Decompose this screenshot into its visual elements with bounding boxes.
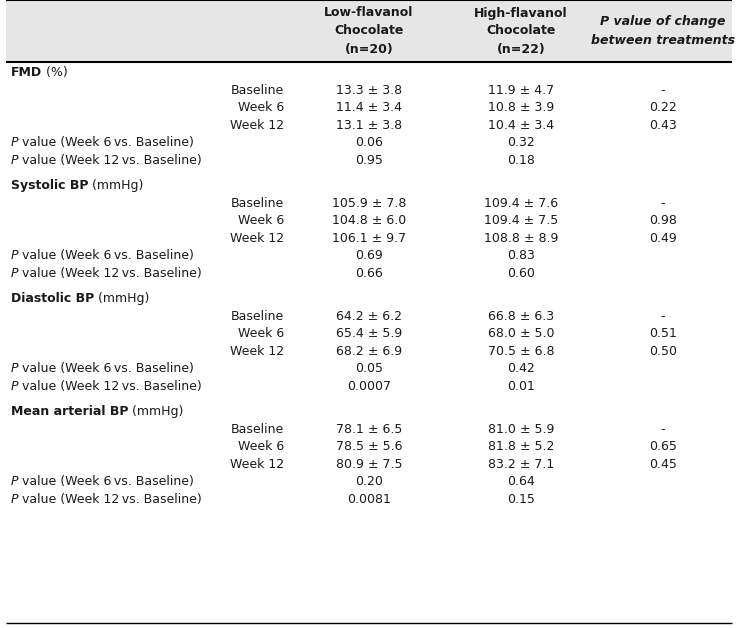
Text: Week 6: Week 6 bbox=[238, 101, 284, 114]
Text: 0.20: 0.20 bbox=[355, 475, 383, 488]
Text: 65.4 ± 5.9: 65.4 ± 5.9 bbox=[336, 327, 402, 340]
Text: P: P bbox=[11, 136, 18, 149]
Text: P: P bbox=[11, 267, 18, 279]
Text: 66.8 ± 6.3: 66.8 ± 6.3 bbox=[488, 310, 554, 323]
Text: value (Week 6 vs. Baseline): value (Week 6 vs. Baseline) bbox=[18, 249, 194, 263]
Text: 81.8 ± 5.2: 81.8 ± 5.2 bbox=[488, 440, 554, 453]
Text: 0.01: 0.01 bbox=[507, 380, 535, 392]
Text: (mmHg): (mmHg) bbox=[128, 405, 184, 418]
Text: 0.69: 0.69 bbox=[355, 249, 383, 263]
Text: 0.83: 0.83 bbox=[507, 249, 535, 263]
Text: FMD: FMD bbox=[11, 66, 42, 79]
Text: 0.18: 0.18 bbox=[507, 154, 535, 167]
Text: -: - bbox=[661, 84, 665, 97]
Text: (%): (%) bbox=[42, 66, 68, 79]
Text: 0.43: 0.43 bbox=[649, 119, 677, 132]
Text: 0.60: 0.60 bbox=[507, 267, 535, 279]
Text: -: - bbox=[661, 197, 665, 210]
Text: 11.9 ± 4.7: 11.9 ± 4.7 bbox=[488, 84, 554, 97]
Text: 78.5 ± 5.6: 78.5 ± 5.6 bbox=[336, 440, 402, 453]
Text: 0.65: 0.65 bbox=[649, 440, 677, 453]
Text: P: P bbox=[11, 493, 18, 506]
Text: Week 6: Week 6 bbox=[238, 440, 284, 453]
Text: 81.0 ± 5.9: 81.0 ± 5.9 bbox=[488, 423, 554, 436]
Text: Systolic BP: Systolic BP bbox=[11, 179, 89, 192]
Text: 13.3 ± 3.8: 13.3 ± 3.8 bbox=[336, 84, 402, 97]
Text: 0.05: 0.05 bbox=[355, 362, 383, 376]
Text: (mmHg): (mmHg) bbox=[94, 292, 150, 305]
Text: Baseline: Baseline bbox=[231, 197, 284, 210]
Text: Week 12: Week 12 bbox=[230, 119, 284, 132]
Text: 109.4 ± 7.5: 109.4 ± 7.5 bbox=[484, 214, 558, 227]
Text: 78.1 ± 6.5: 78.1 ± 6.5 bbox=[336, 423, 402, 436]
Text: Baseline: Baseline bbox=[231, 310, 284, 323]
Text: 0.98: 0.98 bbox=[649, 214, 677, 227]
Text: P: P bbox=[11, 249, 18, 263]
Text: Baseline: Baseline bbox=[231, 84, 284, 97]
Text: 0.95: 0.95 bbox=[355, 154, 383, 167]
Text: value (Week 12 vs. Baseline): value (Week 12 vs. Baseline) bbox=[18, 154, 202, 167]
Text: 0.50: 0.50 bbox=[649, 345, 677, 358]
Text: 0.22: 0.22 bbox=[649, 101, 677, 114]
Text: -: - bbox=[661, 310, 665, 323]
Bar bbox=[6, 62, 732, 624]
Text: 0.0081: 0.0081 bbox=[347, 493, 391, 506]
Text: 10.4 ± 3.4: 10.4 ± 3.4 bbox=[488, 119, 554, 132]
Text: value (Week 6 vs. Baseline): value (Week 6 vs. Baseline) bbox=[18, 475, 194, 488]
Text: Week 12: Week 12 bbox=[230, 458, 284, 471]
Text: P: P bbox=[11, 475, 18, 488]
Text: 10.8 ± 3.9: 10.8 ± 3.9 bbox=[488, 101, 554, 114]
Text: 0.49: 0.49 bbox=[649, 232, 677, 245]
Text: 109.4 ± 7.6: 109.4 ± 7.6 bbox=[484, 197, 558, 210]
Text: 11.4 ± 3.4: 11.4 ± 3.4 bbox=[336, 101, 402, 114]
Text: 0.0007: 0.0007 bbox=[347, 380, 391, 392]
Text: Diastolic BP: Diastolic BP bbox=[11, 292, 94, 305]
Text: value (Week 12 vs. Baseline): value (Week 12 vs. Baseline) bbox=[18, 493, 202, 506]
Text: 106.1 ± 9.7: 106.1 ± 9.7 bbox=[332, 232, 406, 245]
Text: 80.9 ± 7.5: 80.9 ± 7.5 bbox=[336, 458, 402, 471]
Text: Week 12: Week 12 bbox=[230, 345, 284, 358]
Text: 0.42: 0.42 bbox=[507, 362, 535, 376]
Text: 104.8 ± 6.0: 104.8 ± 6.0 bbox=[332, 214, 406, 227]
Text: 0.64: 0.64 bbox=[507, 475, 535, 488]
Text: 108.8 ± 8.9: 108.8 ± 8.9 bbox=[484, 232, 558, 245]
Text: 70.5 ± 6.8: 70.5 ± 6.8 bbox=[488, 345, 554, 358]
Text: 64.2 ± 6.2: 64.2 ± 6.2 bbox=[336, 310, 402, 323]
Text: Week 6: Week 6 bbox=[238, 327, 284, 340]
Text: 68.2 ± 6.9: 68.2 ± 6.9 bbox=[336, 345, 402, 358]
Text: 68.0 ± 5.0: 68.0 ± 5.0 bbox=[488, 327, 554, 340]
Bar bbox=[6, 0, 732, 62]
Text: 0.15: 0.15 bbox=[507, 493, 535, 506]
Text: 0.32: 0.32 bbox=[507, 136, 535, 149]
Text: 13.1 ± 3.8: 13.1 ± 3.8 bbox=[336, 119, 402, 132]
Text: Week 12: Week 12 bbox=[230, 232, 284, 245]
Text: P: P bbox=[11, 362, 18, 376]
Text: 105.9 ± 7.8: 105.9 ± 7.8 bbox=[332, 197, 406, 210]
Text: value (Week 6 vs. Baseline): value (Week 6 vs. Baseline) bbox=[18, 136, 194, 149]
Text: Low-flavanol
Chocolate
(n=20): Low-flavanol Chocolate (n=20) bbox=[324, 6, 414, 55]
Text: P: P bbox=[11, 154, 18, 167]
Text: value (Week 6 vs. Baseline): value (Week 6 vs. Baseline) bbox=[18, 362, 194, 376]
Text: 0.51: 0.51 bbox=[649, 327, 677, 340]
Text: High-flavanol
Chocolate
(n=22): High-flavanol Chocolate (n=22) bbox=[475, 6, 568, 55]
Text: Week 6: Week 6 bbox=[238, 214, 284, 227]
Text: Baseline: Baseline bbox=[231, 423, 284, 436]
Text: 83.2 ± 7.1: 83.2 ± 7.1 bbox=[488, 458, 554, 471]
Text: 0.06: 0.06 bbox=[355, 136, 383, 149]
Text: 0.45: 0.45 bbox=[649, 458, 677, 471]
Text: -: - bbox=[661, 423, 665, 436]
Text: P value of change
between treatments: P value of change between treatments bbox=[591, 16, 735, 46]
Text: value (Week 12 vs. Baseline): value (Week 12 vs. Baseline) bbox=[18, 380, 202, 392]
Text: value (Week 12 vs. Baseline): value (Week 12 vs. Baseline) bbox=[18, 267, 202, 279]
Text: (mmHg): (mmHg) bbox=[89, 179, 144, 192]
Text: P: P bbox=[11, 380, 18, 392]
Text: Mean arterial BP: Mean arterial BP bbox=[11, 405, 128, 418]
Text: 0.66: 0.66 bbox=[355, 267, 383, 279]
